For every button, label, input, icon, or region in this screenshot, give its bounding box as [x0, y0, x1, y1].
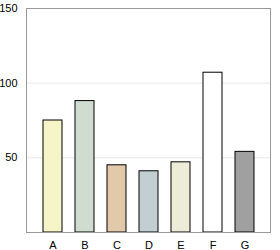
svg-text:G: G [241, 239, 250, 250]
svg-text:B: B [81, 239, 88, 250]
svg-text:F: F [210, 239, 217, 250]
svg-text:150: 150 [0, 2, 18, 14]
svg-text:100: 100 [0, 77, 18, 89]
svg-text:50: 50 [5, 151, 17, 163]
svg-text:C: C [113, 239, 121, 250]
svg-text:D: D [145, 239, 153, 250]
svg-text:E: E [177, 239, 184, 250]
svg-text:A: A [49, 239, 57, 250]
